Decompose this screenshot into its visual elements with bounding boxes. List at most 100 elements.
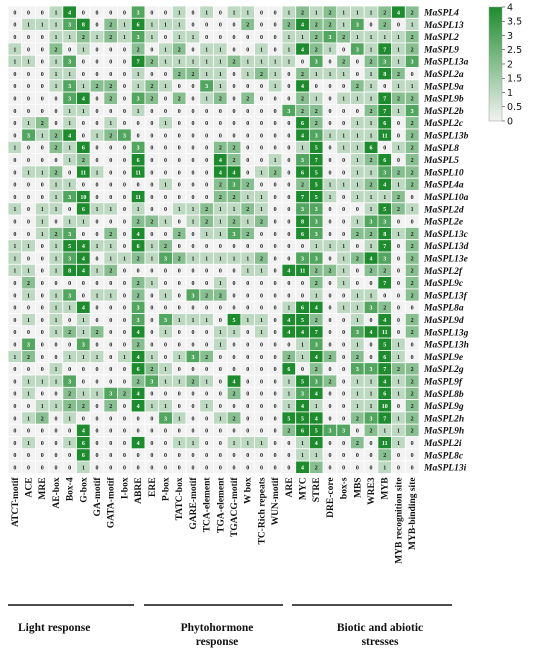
motif-label: TGACG-motif (230, 477, 240, 537)
cell-value: 0 (178, 170, 181, 176)
cell-value: 3 (342, 429, 345, 435)
cell-value: 0 (82, 379, 85, 385)
cell-value: 0 (219, 318, 222, 324)
cell-value: 1 (205, 232, 208, 238)
cell-value: 0 (383, 84, 386, 90)
cell-value: 4 (287, 269, 290, 275)
cell-value: 0 (205, 453, 208, 459)
cell-value: 0 (260, 109, 263, 115)
cell-value: 2 (370, 183, 373, 189)
cell-value: 1 (27, 121, 30, 127)
cell-value: 1 (397, 47, 400, 53)
cell-value: 0 (260, 84, 263, 90)
cell-value: 0 (150, 183, 153, 189)
cell-value: 0 (287, 441, 290, 447)
cell-value: 0 (109, 355, 112, 361)
cell-value: 1 (27, 293, 30, 299)
cell-value: 3 (137, 96, 140, 102)
gene-label: MaSPL13i (423, 464, 467, 474)
cell-value: 1 (164, 330, 167, 336)
cell-value: 1 (219, 47, 222, 53)
cell-value: 0 (397, 453, 400, 459)
cell-value: 4 (370, 330, 373, 336)
cell-value: 0 (13, 35, 16, 41)
gene-label: MaSPL8 (423, 144, 459, 154)
cell-value: 2 (109, 35, 112, 41)
cell-value: 0 (287, 244, 290, 250)
cell-value: 1 (356, 379, 359, 385)
cell-value: 1 (178, 207, 181, 213)
cell-value: 0 (27, 72, 30, 78)
cell-value: 4 (137, 232, 140, 238)
gene-label: MaSPL13 (423, 21, 464, 31)
cell-value: 0 (191, 121, 194, 127)
cell-value: 3 (301, 392, 304, 398)
cell-value: 0 (137, 269, 140, 275)
cell-value: 1 (287, 60, 290, 66)
cell-value: 0 (150, 429, 153, 435)
cell-value: 3 (68, 256, 71, 262)
cell-value: 1 (96, 392, 99, 398)
cell-value: 1 (13, 269, 16, 275)
cell-value: 1 (370, 392, 373, 398)
cell-value: 0 (164, 465, 167, 471)
cell-value: 0 (370, 465, 373, 471)
cell-value: 3 (370, 219, 373, 225)
gene-label: MaSPL13g (423, 328, 469, 338)
cell-value: 0 (191, 195, 194, 201)
cell-value: 3 (27, 342, 30, 348)
cell-value: 0 (96, 158, 99, 164)
cell-value: 0 (411, 72, 414, 78)
cell-value: 1 (356, 10, 359, 16)
cell-value: 0 (109, 219, 112, 225)
cell-value: 0 (96, 219, 99, 225)
cell-value: 0 (205, 465, 208, 471)
cell-value: 4 (301, 23, 304, 29)
cell-value: 0 (246, 416, 249, 422)
cell-value: 4 (287, 330, 290, 336)
cell-value: 4 (137, 392, 140, 398)
cell-value: 0 (96, 256, 99, 262)
cell-value: 0 (13, 158, 16, 164)
cell-value: 0 (205, 330, 208, 336)
cell-value: 2 (137, 47, 140, 53)
cell-value: 0 (397, 465, 400, 471)
cell-value: 1 (342, 23, 345, 29)
cell-value: 0 (397, 404, 400, 410)
cell-value: 2 (397, 72, 400, 78)
cell-value: 1 (411, 84, 414, 90)
cell-value: 2 (328, 379, 331, 385)
cell-value: 0 (246, 281, 249, 287)
motif-label: TGA-element (216, 477, 226, 533)
cell-value: 1 (260, 269, 263, 275)
cell-value: 0 (13, 109, 16, 115)
cell-value: 7 (315, 330, 318, 336)
cell-value: 0 (287, 281, 290, 287)
cell-value: 4 (301, 465, 304, 471)
cell-value: 1 (274, 72, 277, 78)
cell-value: 7 (383, 244, 386, 250)
cell-value: 2 (328, 23, 331, 29)
motif-label: box-s (340, 477, 350, 499)
cell-value: 0 (109, 195, 112, 201)
cell-value: 0 (342, 453, 345, 459)
cell-value: 4 (301, 47, 304, 53)
cell-value: 1 (150, 256, 153, 262)
cell-value: 2 (411, 183, 414, 189)
cell-value: 0 (260, 121, 263, 127)
cell-value: 0 (13, 96, 16, 102)
cell-value: 1 (41, 232, 44, 238)
cell-value: 3 (328, 429, 331, 435)
cell-value: 1 (356, 293, 359, 299)
cell-value: 0 (13, 379, 16, 385)
cell-value: 1 (164, 23, 167, 29)
cell-value: 0 (178, 281, 181, 287)
cell-value: 1 (191, 318, 194, 324)
cell-value: 0 (82, 72, 85, 78)
cell-value: 0 (123, 84, 126, 90)
cell-value: 0 (68, 465, 71, 471)
cell-value: 0 (274, 441, 277, 447)
cell-value: 1 (287, 35, 290, 41)
cell-value: 0 (191, 392, 194, 398)
cell-value: 0 (96, 72, 99, 78)
